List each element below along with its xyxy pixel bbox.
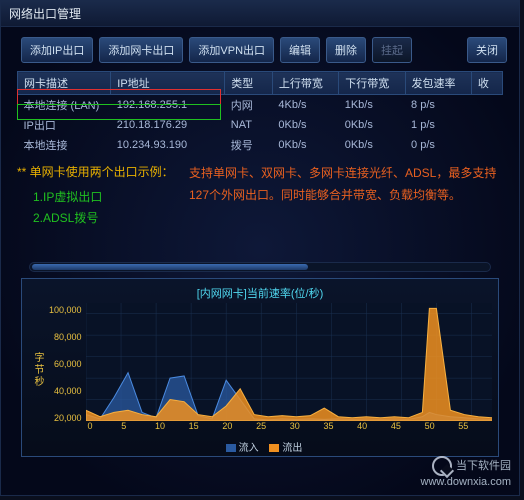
chart-yaxis: 100,00080,00060,00040,00020,000 bbox=[47, 303, 86, 437]
horizontal-scrollbar[interactable] bbox=[29, 262, 491, 272]
table-cell: 本地连接 (LAN) bbox=[18, 95, 111, 116]
table-cell: 内网 bbox=[225, 95, 273, 116]
app-window: 网络出口管理 添加IP出口 添加网卡出口 添加VPN出口 编辑 删除 挂起 关闭… bbox=[0, 0, 520, 496]
titlebar: 网络出口管理 bbox=[1, 1, 519, 27]
legend-label-in: 流入 bbox=[239, 443, 259, 454]
add-nic-button[interactable]: 添加网卡出口 bbox=[99, 37, 183, 63]
table-row[interactable]: 本地连接10.234.93.190拨号0Kb/s0Kb/s0 p/s bbox=[18, 135, 503, 155]
col-header[interactable]: 下行带宽 bbox=[339, 72, 405, 95]
table-cell: 0 p/s bbox=[405, 135, 471, 155]
table-cell: 210.18.176.29 bbox=[111, 115, 225, 135]
table-row[interactable]: IP出口210.18.176.29NAT0Kb/s0Kb/s1 p/s bbox=[18, 115, 503, 135]
col-header[interactable]: 上行带宽 bbox=[272, 72, 338, 95]
table-cell: 4Kb/s bbox=[272, 95, 338, 116]
legend-label-out: 流出 bbox=[282, 443, 302, 454]
annotation-area: ** 单网卡使用两个出口示例： 1.IP虚拟出口 2.ADSL拨号 支持单网卡、… bbox=[17, 163, 503, 226]
table-cell: 拨号 bbox=[225, 135, 273, 155]
table-cell: 192.168.255.1 bbox=[111, 95, 225, 116]
table-cell: 1 p/s bbox=[405, 115, 471, 135]
table-cell: 本地连接 bbox=[18, 135, 111, 155]
chart-xaxis: 0510152025303540455055 bbox=[86, 421, 492, 431]
table-cell: 8 p/s bbox=[405, 95, 471, 116]
annotation-item-1: 1.IP虚拟出口 bbox=[33, 188, 177, 205]
chart-plot: 0510152025303540455055 bbox=[86, 303, 492, 437]
col-header[interactable]: 收 bbox=[471, 72, 502, 95]
table-cell: NAT bbox=[225, 115, 273, 135]
annotation-item-2: 2.ADSL拨号 bbox=[33, 209, 177, 226]
table-cell bbox=[471, 115, 502, 135]
table-row[interactable]: 本地连接 (LAN)192.168.255.1内网4Kb/s1Kb/s8 p/s bbox=[18, 95, 503, 116]
connections-table-area: 网卡描述IP地址类型上行带宽下行带宽发包速率收 本地连接 (LAN)192.16… bbox=[17, 71, 503, 155]
table-cell: 0Kb/s bbox=[272, 135, 338, 155]
window-title: 网络出口管理 bbox=[9, 7, 81, 21]
chart-title: [内网网卡]当前速率(位/秒) bbox=[28, 285, 492, 301]
chart-ylabel: 字节秒 bbox=[28, 303, 47, 437]
col-header[interactable]: 发包速率 bbox=[405, 72, 471, 95]
table-cell: 1Kb/s bbox=[339, 95, 405, 116]
col-header[interactable]: 网卡描述 bbox=[18, 72, 111, 95]
table-cell: 0Kb/s bbox=[272, 115, 338, 135]
connections-table: 网卡描述IP地址类型上行带宽下行带宽发包速率收 本地连接 (LAN)192.16… bbox=[17, 71, 503, 155]
watermark-logo-icon bbox=[432, 456, 452, 476]
suspend-button[interactable]: 挂起 bbox=[372, 37, 412, 63]
close-button[interactable]: 关闭 bbox=[467, 37, 507, 63]
table-cell bbox=[471, 95, 502, 116]
watermark: 当下软件园 www.downxia.com bbox=[421, 456, 511, 489]
watermark-name: 当下软件园 bbox=[456, 460, 511, 472]
annotation-description: 支持单网卡、双网卡、多网卡连接光纤、ADSL，最多支持127个外网出口。同时能够… bbox=[189, 163, 503, 226]
table-cell: 0Kb/s bbox=[339, 135, 405, 155]
table-cell bbox=[471, 135, 502, 155]
legend-swatch-in bbox=[226, 444, 236, 452]
table-cell: IP出口 bbox=[18, 115, 111, 135]
edit-button[interactable]: 编辑 bbox=[280, 37, 320, 63]
toolbar: 添加IP出口 添加网卡出口 添加VPN出口 编辑 删除 挂起 关闭 bbox=[1, 27, 519, 71]
legend-swatch-out bbox=[269, 444, 279, 452]
table-cell: 0Kb/s bbox=[339, 115, 405, 135]
col-header[interactable]: 类型 bbox=[225, 72, 273, 95]
table-cell: 10.234.93.190 bbox=[111, 135, 225, 155]
annotation-title: ** 单网卡使用两个出口示例： bbox=[17, 163, 177, 180]
chart-legend: 流入 流出 bbox=[28, 437, 492, 454]
delete-button[interactable]: 删除 bbox=[326, 37, 366, 63]
add-ip-button[interactable]: 添加IP出口 bbox=[21, 37, 93, 63]
col-header[interactable]: IP地址 bbox=[111, 72, 225, 95]
chart-frame: [内网网卡]当前速率(位/秒) 字节秒 100,00080,00060,0004… bbox=[21, 278, 499, 457]
scrollbar-thumb[interactable] bbox=[32, 264, 308, 270]
add-vpn-button[interactable]: 添加VPN出口 bbox=[189, 37, 274, 63]
watermark-url: www.downxia.com bbox=[421, 476, 511, 488]
annotation-left: ** 单网卡使用两个出口示例： 1.IP虚拟出口 2.ADSL拨号 bbox=[17, 163, 177, 226]
